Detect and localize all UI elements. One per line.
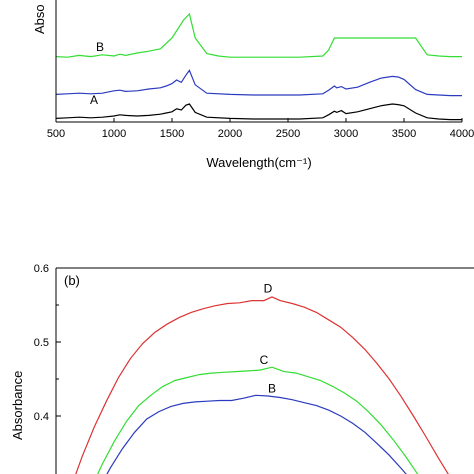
panel-a-x-tick-label: 4000 bbox=[450, 128, 474, 140]
panel-a-y-axis-label: Abso bbox=[32, 4, 47, 34]
panel-b-y-axis-label: Absorbance bbox=[10, 371, 25, 440]
panel-a-x-tick-label: 3500 bbox=[392, 128, 416, 140]
panel-b: 0.40.50.6 (b) Absorbance DCBA bbox=[10, 263, 474, 474]
panel-b-series-d bbox=[75, 296, 449, 474]
panel-b-curve-labels: DCBA bbox=[260, 281, 276, 395]
panel-a-x-tick-label: 3000 bbox=[334, 128, 358, 140]
panel-b-series-b bbox=[106, 394, 407, 474]
panel-a-x-tick-label: 500 bbox=[47, 128, 65, 140]
panel-a-x-tick-label: 1500 bbox=[160, 128, 184, 140]
panel-a-series-top bbox=[55, 12, 462, 58]
panel-a-x-ticks: 500 1000 1500 2000 2500 3000 3500 4000 bbox=[47, 118, 474, 140]
panel-a-x-tick-label: 2500 bbox=[276, 128, 300, 140]
panel-a-series-b bbox=[55, 69, 462, 97]
panel-b-curve-label-c: C bbox=[260, 353, 269, 367]
panel-a-curves bbox=[55, 12, 462, 121]
panel-a: 500 1000 1500 2000 2500 3000 3500 4000 Abso Wav… bbox=[32, 0, 474, 170]
panel-b-y-tick-label: 0.4 bbox=[34, 411, 49, 423]
panel-a-series-a bbox=[55, 103, 462, 121]
panel-b-curves bbox=[75, 296, 449, 474]
panel-b-label: (b) bbox=[64, 273, 80, 288]
panel-a-x-axis-label: Wavelength(cm⁻¹) bbox=[206, 155, 311, 170]
panel-b-curve-label-d: D bbox=[264, 281, 273, 295]
panel-a-curve-label-a: A bbox=[90, 93, 98, 107]
panel-b-y-tick-label: 0.6 bbox=[34, 263, 49, 275]
panel-a-x-tick-label: 1000 bbox=[102, 128, 126, 140]
panel-b-y-ticks: 0.4 0.5 0.6 bbox=[34, 263, 61, 423]
panel-b-series-c bbox=[97, 366, 419, 474]
panel-a-x-tick-label: 2000 bbox=[218, 128, 242, 140]
panel-b-curve-label-b: B bbox=[268, 381, 276, 395]
panel-b-y-tick-label: 0.5 bbox=[34, 337, 49, 349]
panel-a-curve-label-b: B bbox=[96, 40, 104, 54]
